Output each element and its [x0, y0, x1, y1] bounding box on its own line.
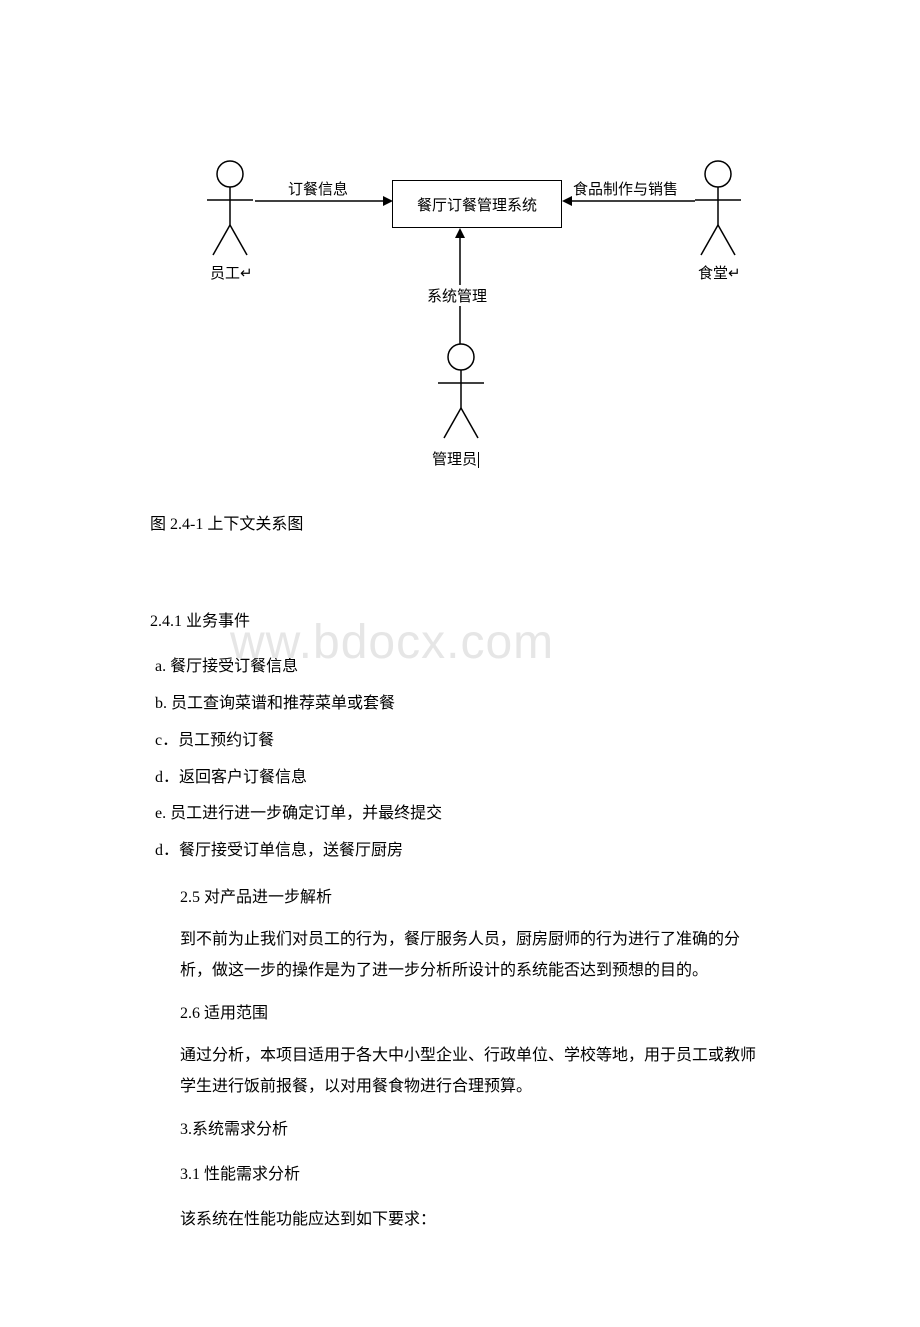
cursor-bar — [478, 452, 479, 468]
section-26-body: 通过分析，本项目适用于各大中小型企业、行政单位、学校等地，用于员工或教师学生进行… — [180, 1041, 770, 1102]
section-3-title: 3.系统需求分析 — [180, 1112, 770, 1147]
edge-label-food-sale: 食品制作与销售 — [573, 178, 678, 199]
actor-employee-label: 员工↵ — [210, 262, 253, 283]
actor-employee-icon — [205, 160, 255, 260]
section-31-title: 3.1 性能需求分析 — [180, 1157, 770, 1192]
section-26-title: 2.6 适用范围 — [180, 996, 770, 1031]
edge-label-system-mgmt: 系统管理 — [425, 285, 489, 306]
list-item: c．员工预约订餐 — [155, 723, 770, 760]
actor-canteen-label: 食堂↵ — [698, 262, 741, 283]
list-item: e. 员工进行进一步确定订单，并最终提交 — [155, 796, 770, 833]
actor-admin-label: 管理员 — [432, 448, 479, 469]
label-text: 食堂 — [698, 266, 728, 282]
section-241-title: 2.4.1 业务事件 — [150, 604, 770, 639]
context-diagram: ww.bdocx.com 员工↵ 食堂↵ — [100, 90, 820, 534]
actor-admin-icon — [436, 343, 486, 443]
section-31-body: 该系统在性能功能应达到如下要求： — [180, 1202, 770, 1237]
process-label: 餐厅订餐管理系统 — [417, 194, 537, 215]
list-item: b. 员工查询菜谱和推荐菜单或套餐 — [155, 686, 770, 723]
list-item: d．返回客户订餐信息 — [155, 760, 770, 797]
list-item: d．餐厅接受订单信息，送餐厅厨房 — [155, 833, 770, 870]
section-25-body: 到不前为止我们对员工的行为，餐厅服务人员，厨房厨师的行为进行了准确的分析，做这一… — [180, 925, 770, 986]
figure-caption: 图 2.4-1 上下文关系图 — [150, 510, 770, 534]
process-box: 餐厅订餐管理系统 — [392, 180, 562, 228]
return-symbol: ↵ — [728, 266, 741, 282]
return-symbol: ↵ — [240, 266, 253, 282]
list-item: a. 餐厅接受订餐信息 — [155, 649, 770, 686]
label-text: 管理员 — [432, 452, 477, 468]
label-text: 员工 — [210, 266, 240, 282]
business-event-list: a. 餐厅接受订餐信息 b. 员工查询菜谱和推荐菜单或套餐 c．员工预约订餐 d… — [155, 649, 770, 870]
edge-label-order-info: 订餐信息 — [288, 178, 348, 199]
actor-canteen-icon — [693, 160, 743, 260]
section-25-title: 2.5 对产品进一步解析 — [180, 880, 770, 915]
diagram-canvas: ww.bdocx.com 员工↵ 食堂↵ — [110, 90, 810, 490]
